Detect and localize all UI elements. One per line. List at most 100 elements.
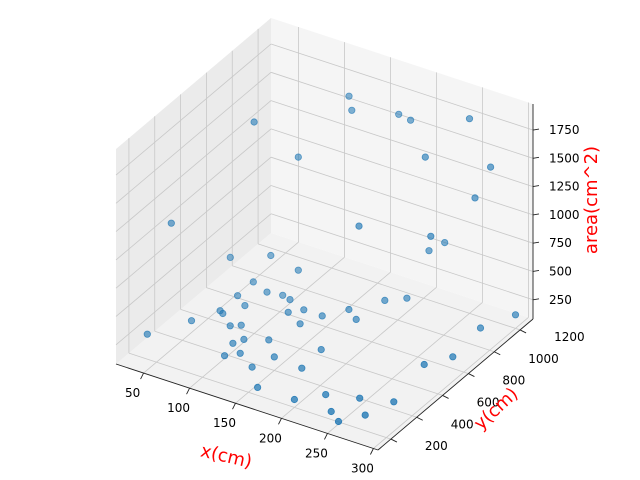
y-axis-line — [377, 318, 534, 451]
x-tick-label: 300 — [351, 461, 374, 475]
x-tick-mark — [370, 448, 374, 455]
data-points — [143, 92, 520, 426]
z-tick-mark — [532, 298, 540, 301]
z-grid-line — [115, 213, 272, 346]
data-point — [167, 219, 175, 227]
z-tick-label: 1750 — [549, 123, 580, 137]
data-point — [265, 336, 273, 344]
x-tick-mark — [140, 372, 144, 380]
data-point — [296, 320, 304, 328]
x-tick-mark — [232, 403, 236, 410]
y-tick-mark — [390, 438, 398, 443]
data-point — [406, 116, 415, 124]
z-axis-label: area(cm^2) — [581, 146, 602, 254]
y-tick-mark — [494, 351, 501, 356]
z-grid-line — [270, 43, 534, 131]
axis-panes — [116, 18, 533, 450]
y-tick-mark — [416, 416, 423, 421]
z-grid-line — [115, 43, 272, 176]
floor-pane — [116, 233, 533, 450]
data-point — [284, 308, 292, 316]
z-tick-label: 750 — [549, 236, 572, 250]
z-grid-line — [270, 185, 534, 272]
data-point — [300, 306, 308, 314]
z-tick-label: 1250 — [549, 180, 580, 194]
z-grid-line — [115, 185, 272, 317]
z-tick-mark — [532, 270, 540, 272]
data-point — [234, 292, 242, 300]
data-point — [356, 394, 364, 402]
y-grid-line — [128, 352, 392, 440]
y-tick-label: 1000 — [528, 352, 559, 366]
z-tick-label: 1000 — [549, 208, 580, 222]
z-tick-mark — [532, 241, 540, 244]
data-point — [322, 390, 330, 399]
y-grid-line — [257, 243, 521, 331]
x-grid-line — [327, 302, 483, 434]
data-point — [254, 383, 262, 391]
data-point — [226, 322, 234, 330]
z-tick-label: 500 — [549, 264, 572, 278]
x-grid-line — [235, 271, 391, 404]
y-tick-label: 400 — [451, 417, 474, 431]
data-point — [286, 295, 294, 304]
data-point — [229, 339, 237, 347]
x-grid-line — [189, 256, 345, 389]
right-wall-pane — [271, 18, 533, 319]
x-tick-label: 250 — [305, 446, 328, 460]
data-point — [395, 110, 403, 118]
data-point — [471, 194, 479, 202]
data-point — [250, 118, 258, 126]
data-point — [355, 222, 363, 230]
y-grid-line — [154, 330, 417, 418]
x-tick-mark — [186, 387, 190, 395]
data-point — [290, 395, 298, 404]
z-grid-line — [115, 156, 272, 289]
data-point — [390, 398, 398, 406]
data-point — [270, 353, 278, 361]
data-point — [187, 317, 196, 325]
data-point — [249, 278, 257, 286]
data-point — [267, 251, 275, 260]
z-grid-line — [115, 128, 272, 261]
data-point — [263, 288, 271, 296]
data-point — [221, 352, 229, 360]
y-grid-line — [232, 265, 495, 353]
data-point — [361, 411, 369, 419]
x-axis-line — [115, 363, 379, 451]
y-grid-line — [180, 309, 443, 396]
y-tick-mark — [442, 395, 449, 399]
data-point — [449, 353, 457, 361]
data-point — [318, 312, 326, 320]
z-tick-mark — [532, 185, 540, 188]
data-point — [345, 305, 353, 314]
data-point — [143, 330, 151, 338]
data-point — [421, 153, 429, 161]
z-tick-mark — [532, 213, 540, 216]
y-tick-label: 800 — [502, 374, 525, 388]
data-point — [381, 296, 389, 304]
x-tick-mark — [324, 433, 328, 440]
grid-lines — [115, 27, 534, 449]
z-tick-label: 250 — [549, 293, 572, 307]
data-point — [486, 163, 495, 171]
z-tick-label: 1500 — [549, 151, 580, 165]
data-point — [465, 115, 474, 123]
y-tick-label: 1200 — [554, 330, 585, 344]
z-grid-line — [270, 100, 534, 187]
x-grid-line — [373, 317, 529, 449]
x-tick-label: 200 — [259, 431, 282, 445]
data-point — [317, 345, 325, 354]
data-point — [294, 153, 302, 161]
data-point — [441, 239, 449, 247]
z-grid-line — [115, 72, 272, 204]
data-point — [334, 417, 343, 426]
x-tick-label: 100 — [167, 401, 190, 415]
x-tick-label: 150 — [213, 416, 236, 430]
data-point — [237, 321, 245, 329]
z-grid-line — [270, 128, 534, 216]
data-point — [345, 92, 353, 100]
data-point — [294, 266, 302, 274]
data-point — [248, 363, 256, 371]
